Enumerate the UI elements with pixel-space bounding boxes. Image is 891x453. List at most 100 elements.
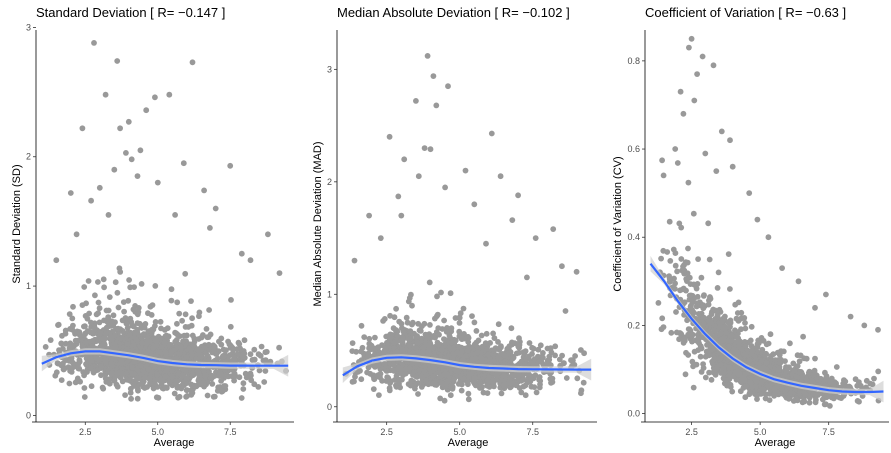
- data-point: [717, 330, 724, 336]
- data-point: [420, 344, 427, 351]
- data-point: [114, 58, 121, 64]
- data-point: [188, 298, 194, 304]
- data-point: [372, 334, 378, 341]
- data-point: [427, 322, 433, 328]
- data-point: [690, 210, 697, 217]
- data-point: [478, 332, 485, 339]
- data-point: [678, 224, 685, 231]
- data-point: [73, 231, 80, 238]
- data-point: [384, 374, 391, 380]
- data-point: [121, 308, 127, 315]
- data-point: [114, 289, 121, 296]
- data-point: [195, 336, 202, 342]
- data-point: [754, 216, 761, 223]
- data-point: [127, 315, 134, 322]
- data-point: [474, 349, 481, 356]
- data-point: [386, 133, 393, 140]
- data-point: [548, 378, 555, 384]
- data-point: [718, 336, 724, 343]
- data-point: [81, 394, 88, 400]
- data-point: [447, 392, 454, 399]
- x-tick-label: 5.0: [453, 427, 466, 437]
- y-tick-label: 0.6: [627, 144, 640, 154]
- data-point: [182, 311, 189, 318]
- data-point: [559, 352, 565, 359]
- data-point: [400, 328, 407, 335]
- data-point: [131, 383, 138, 389]
- data-point: [655, 300, 662, 306]
- data-point: [842, 378, 849, 385]
- data-point: [786, 395, 792, 402]
- data-point: [76, 365, 83, 372]
- data-point: [418, 384, 425, 390]
- data-point: [407, 335, 414, 342]
- data-point: [803, 355, 810, 362]
- data-point: [741, 339, 748, 345]
- data-point: [185, 324, 192, 330]
- data-point: [156, 349, 163, 355]
- data-point: [742, 320, 748, 326]
- data-point: [476, 379, 483, 385]
- data-point: [374, 361, 381, 368]
- data-point: [212, 205, 219, 212]
- points-layer: [343, 53, 587, 404]
- data-point: [398, 365, 404, 372]
- data-point: [226, 352, 233, 358]
- data-point: [773, 371, 780, 378]
- data-point: [135, 305, 142, 311]
- data-point: [99, 384, 106, 391]
- data-point: [157, 318, 164, 325]
- x-tick-label: 2.5: [685, 427, 698, 437]
- data-point: [580, 379, 587, 386]
- data-point: [257, 352, 264, 359]
- data-point: [790, 360, 797, 367]
- data-point: [685, 245, 691, 252]
- data-point: [658, 326, 665, 333]
- data-point: [746, 391, 753, 398]
- data-point: [133, 336, 139, 343]
- data-point: [386, 336, 393, 343]
- data-point: [732, 369, 739, 376]
- data-point: [209, 381, 216, 387]
- data-point: [447, 290, 454, 297]
- data-point: [421, 368, 428, 374]
- data-point: [574, 375, 581, 382]
- data-point: [436, 331, 442, 338]
- data-point: [162, 349, 169, 356]
- data-point: [812, 399, 819, 406]
- data-point: [381, 350, 388, 356]
- data-point: [251, 356, 258, 363]
- data-point: [150, 385, 157, 392]
- data-point: [173, 355, 180, 362]
- data-point: [525, 371, 532, 377]
- data-point: [123, 150, 129, 156]
- data-point: [261, 379, 268, 385]
- data-point: [782, 372, 788, 379]
- data-point: [387, 312, 393, 319]
- data-point: [422, 338, 428, 345]
- data-point: [131, 371, 137, 377]
- data-point: [98, 363, 105, 370]
- data-point: [238, 395, 245, 401]
- data-point: [672, 280, 678, 287]
- data-point: [69, 315, 76, 322]
- data-point: [432, 315, 438, 322]
- panel-mad: Median Absolute Deviation [ R= −0.102 ] …: [312, 5, 597, 449]
- y-tick-label: 0.0: [627, 409, 640, 419]
- data-point: [772, 357, 779, 363]
- data-point: [767, 331, 774, 338]
- data-point: [756, 364, 763, 371]
- data-point: [493, 371, 500, 378]
- data-point: [685, 331, 692, 338]
- data-point: [396, 318, 403, 325]
- points-layer: [655, 35, 882, 409]
- data-point: [154, 179, 161, 186]
- data-point: [666, 275, 673, 282]
- data-point: [743, 383, 750, 389]
- data-point: [705, 220, 712, 227]
- data-point: [699, 53, 706, 60]
- data-point: [531, 384, 538, 390]
- data-point: [438, 289, 444, 296]
- data-point: [256, 367, 263, 374]
- data-point: [452, 337, 459, 344]
